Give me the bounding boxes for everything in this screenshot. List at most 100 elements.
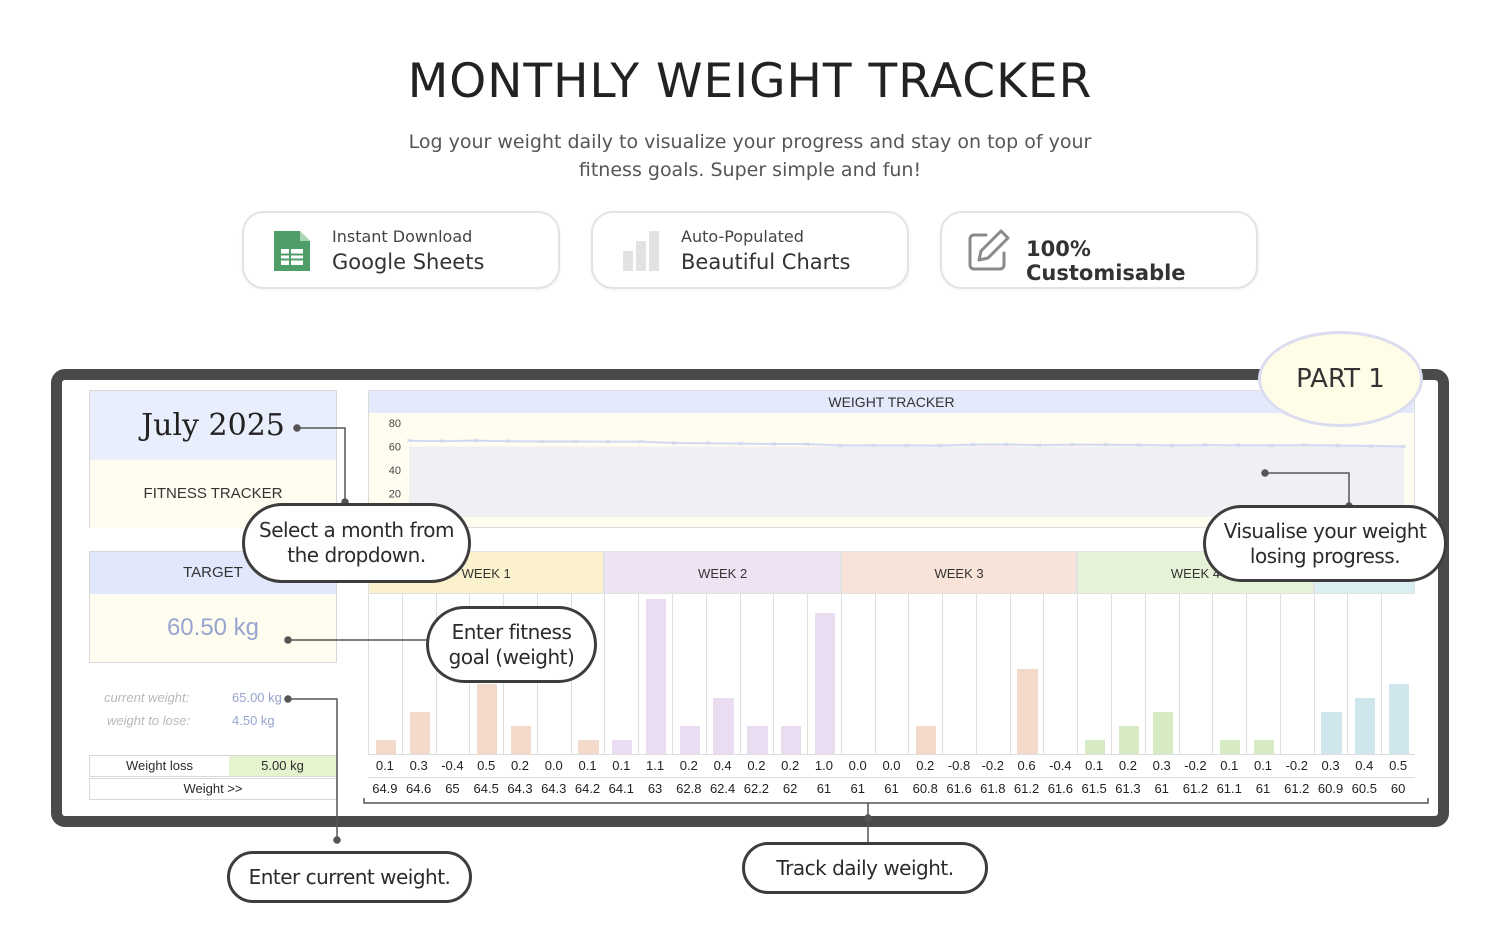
- day-column: [1077, 594, 1111, 754]
- google-sheets-icon: [274, 231, 310, 271]
- daily-loss-cell: 0.2: [1118, 758, 1137, 773]
- daily-weight-input[interactable]: 60.9: [1317, 781, 1344, 796]
- daily-weight-input[interactable]: 64.1: [608, 781, 634, 796]
- y-tick-label: 80: [389, 418, 401, 430]
- daily-loss-bar: [375, 739, 396, 754]
- daily-loss-cell: 0.1: [578, 758, 597, 773]
- data-point: ×: [572, 436, 577, 446]
- data-point: ×: [970, 440, 975, 450]
- data-point: ×: [838, 440, 843, 450]
- data-point: ×: [1269, 440, 1274, 450]
- daily-weight-input[interactable]: 61.1: [1216, 781, 1242, 796]
- daily-loss-cell: -0.4: [441, 758, 464, 773]
- feature-title: Google Sheets: [332, 250, 485, 274]
- daily-weight-input[interactable]: 61.3: [1115, 781, 1141, 796]
- data-point: ×: [1103, 440, 1108, 450]
- daily-weight-input[interactable]: 61.2: [1013, 781, 1040, 796]
- data-point: ×: [937, 441, 942, 451]
- daily-weight-input[interactable]: 62: [782, 781, 798, 796]
- feature-charts: Auto-Populated Beautiful Charts: [591, 211, 909, 289]
- data-point: ×: [506, 436, 511, 446]
- week-header-2: WEEK 2: [604, 551, 841, 594]
- daily-weight-input[interactable]: 64.3: [541, 781, 567, 796]
- daily-loss-cell: 0.1: [1253, 758, 1273, 773]
- daily-loss-bar: [747, 725, 768, 754]
- daily-loss-bar: [1017, 669, 1038, 754]
- daily-weight-input[interactable]: 61.2: [1182, 781, 1209, 796]
- day-column: [1313, 594, 1348, 754]
- day-column: [1347, 594, 1381, 754]
- daily-weight-input[interactable]: 62.8: [676, 781, 702, 796]
- daily-loss-bar: [1321, 711, 1342, 754]
- daily-loss-cell: -0.2: [1184, 758, 1207, 773]
- daily-weight-input[interactable]: 61.8: [980, 781, 1006, 796]
- data-point: ×: [1335, 440, 1340, 450]
- daily-weight-input[interactable]: 61: [1255, 781, 1271, 796]
- y-tick-label: 20: [389, 489, 401, 501]
- day-column: [401, 594, 436, 754]
- bar-chart-icon: [623, 231, 659, 271]
- current-weight-input[interactable]: 65.00 kg: [232, 690, 282, 705]
- weight-loss-row: Weight loss 5.00 kg: [89, 755, 337, 777]
- page-title: MONTHLY WEIGHT TRACKER: [407, 54, 1093, 109]
- daily-weight-input[interactable]: 61.5: [1081, 781, 1107, 796]
- daily-weight-input[interactable]: 60.8: [912, 781, 938, 796]
- daily-weight-input[interactable]: 64.9: [372, 781, 398, 796]
- daily-loss-bar: [645, 599, 667, 754]
- grid-divider: [368, 754, 1415, 755]
- daily-weight-input[interactable]: 61: [850, 781, 865, 796]
- data-point: ×: [904, 440, 909, 450]
- daily-weight-input[interactable]: 64.2: [574, 781, 601, 796]
- target-weight-input[interactable]: 60.50 kg: [90, 594, 336, 662]
- data-point: ×: [705, 438, 710, 448]
- feature-google-sheets: Instant Download Google Sheets: [242, 211, 560, 289]
- day-column: [975, 594, 1010, 754]
- data-point: ×: [1169, 440, 1174, 450]
- daily-loss-bar: [781, 725, 802, 754]
- daily-weight-input[interactable]: 60.5: [1351, 781, 1377, 796]
- daily-loss-bar: [713, 697, 734, 754]
- daily-loss-bar: [1388, 683, 1410, 754]
- daily-weight-input[interactable]: 64.3: [507, 781, 533, 796]
- daily-weight-input[interactable]: 64.6: [405, 781, 432, 796]
- daily-grid: 0.1 64.9 0.3 64.6 -0.4 65 0.5 64.5 0.2 64.3 0.0 64.…: [368, 594, 1415, 804]
- daily-loss-cell: 1.1: [646, 758, 665, 773]
- callout-visualise-progress: Visualise your weight losing progress.: [1203, 505, 1447, 582]
- daily-weight-input[interactable]: 61.6: [946, 781, 972, 796]
- month-dropdown[interactable]: July 2025: [90, 391, 336, 460]
- current-weight-label: current weight:: [104, 690, 190, 705]
- daily-weight-input[interactable]: 61: [816, 781, 832, 796]
- day-column: [874, 594, 909, 754]
- edit-icon: [968, 229, 1010, 271]
- daily-loss-cell: 0.2: [679, 758, 698, 773]
- daily-loss-cell: 0.3: [409, 758, 428, 773]
- daily-loss-bar: [477, 683, 498, 754]
- daily-weight-input[interactable]: 65: [445, 781, 460, 796]
- daily-loss-cell: 0.3: [1152, 758, 1171, 773]
- daily-weight-input[interactable]: 61.6: [1047, 781, 1073, 796]
- daily-loss-cell: 1.0: [814, 758, 833, 773]
- day-column: [1009, 594, 1044, 754]
- weight-loss-label: Weight loss: [126, 758, 193, 773]
- weight-chart-panel: WEIGHT TRACKER 806040200××××××××××××××××…: [368, 390, 1415, 528]
- daily-weight-input[interactable]: 63: [647, 781, 663, 796]
- callout-enter-current: Enter current weight.: [227, 851, 472, 903]
- data-point: ×: [639, 437, 644, 447]
- daily-loss-bar: [578, 739, 599, 754]
- daily-weight-input[interactable]: 64.5: [473, 781, 499, 796]
- day-column: [1043, 594, 1077, 754]
- daily-loss-cell: 0.2: [916, 758, 935, 773]
- daily-weight-input[interactable]: 62.4: [709, 781, 736, 796]
- daily-weight-input[interactable]: 60: [1390, 781, 1406, 796]
- daily-weight-input[interactable]: 62.2: [743, 781, 770, 796]
- day-column: [604, 594, 638, 754]
- weight-series-line: [408, 439, 1405, 448]
- daily-weight-input[interactable]: 61.2: [1284, 781, 1310, 796]
- daily-loss-bar: [814, 613, 836, 754]
- daily-weight-input[interactable]: 61: [884, 781, 899, 796]
- daily-weight-input[interactable]: 61: [1154, 781, 1169, 796]
- day-column: [1144, 594, 1179, 754]
- daily-loss-cell: -0.8: [947, 758, 971, 773]
- daily-loss-bar: [916, 725, 937, 754]
- day-column: [1381, 594, 1415, 754]
